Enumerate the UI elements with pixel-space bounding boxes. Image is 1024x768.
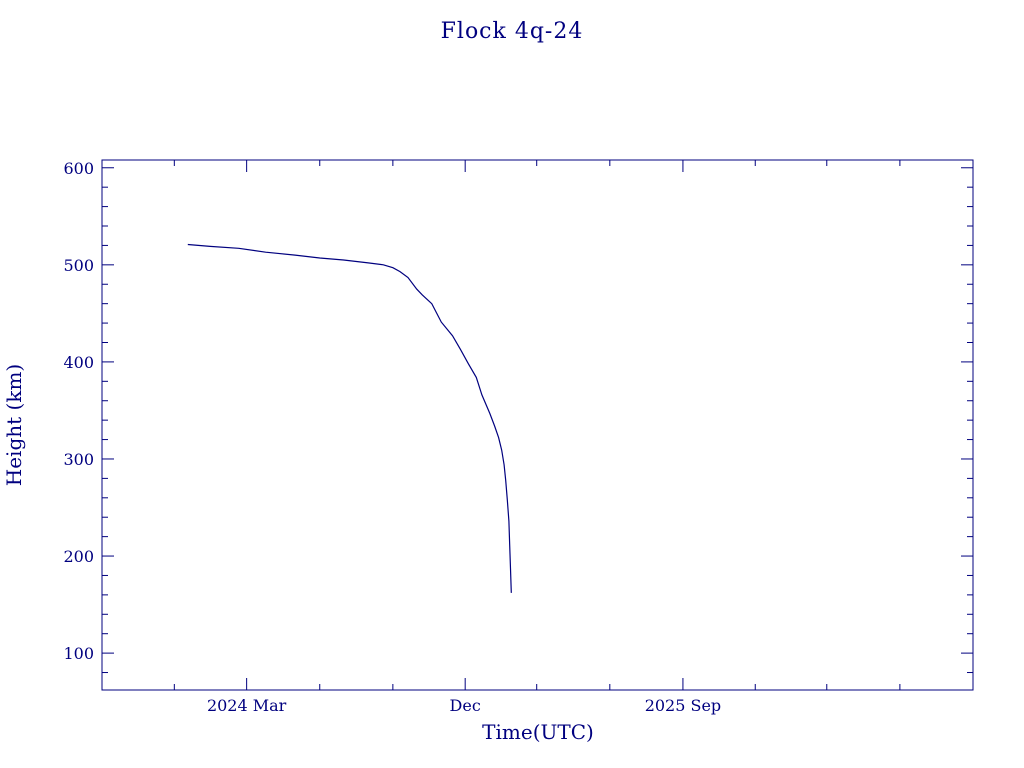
y-tick-label: 400 [63, 353, 94, 372]
x-tick-label: 2024 Mar [207, 696, 287, 715]
series-line [187, 243, 512, 593]
axes-frame [101, 159, 974, 691]
y-tick-label: 100 [63, 644, 94, 663]
y-tick-label: 300 [63, 450, 94, 469]
x-tick-label: 2025 Sep [645, 696, 721, 715]
y-tick-label: 500 [63, 256, 94, 275]
plot-frame [101, 159, 974, 691]
y-axis-label: Height (km) [2, 364, 26, 486]
y-tick-label: 600 [63, 159, 94, 178]
chart-title: Flock 4q-24 [441, 19, 584, 44]
y-axis-ticks: 100 200 300 400 500 600 [63, 159, 973, 674]
x-tick-label: Dec [450, 696, 481, 715]
y-tick-label: 200 [63, 547, 94, 566]
x-axis-label: Time(UTC) [482, 720, 594, 744]
x-axis-ticks: 2024 Mar Dec 2025 Sep [173, 160, 901, 715]
series-layer [187, 243, 512, 593]
